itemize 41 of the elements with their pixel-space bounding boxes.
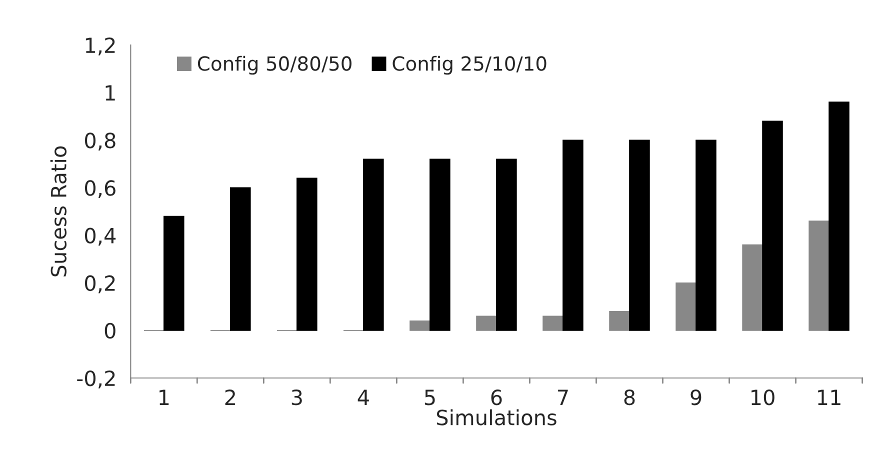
bar <box>629 140 650 331</box>
x-tick-label: 9 <box>690 389 702 406</box>
legend-label: Config 25/10/10 <box>392 56 546 75</box>
bar <box>296 178 318 331</box>
y-tick-label: 0,8 <box>85 132 116 150</box>
x-tick-label: 7 <box>558 390 568 405</box>
x-tick-label: 8 <box>624 389 635 406</box>
y-tick-label: 1,2 <box>86 37 115 56</box>
bar <box>410 320 430 331</box>
x-axis-title: Simulations <box>436 409 556 426</box>
bar <box>163 216 184 331</box>
bar <box>542 316 564 331</box>
bar <box>742 244 763 331</box>
y-tick-label: -0,2 <box>77 370 115 388</box>
x-tick-label: 11 <box>818 390 840 405</box>
x-tick-label: 3 <box>292 389 302 406</box>
y-tick-label: 1 <box>106 85 115 100</box>
x-tick-label: 10 <box>752 389 774 406</box>
bar <box>562 140 584 331</box>
bar <box>430 158 450 331</box>
y-tick-label: 0,4 <box>85 228 116 246</box>
x-tick-label: 6 <box>491 389 502 406</box>
bar <box>676 282 696 331</box>
bar <box>828 102 850 331</box>
bar <box>762 120 783 331</box>
x-tick-label: 4 <box>358 390 369 405</box>
bar <box>609 310 630 331</box>
x-tick-label: 5 <box>424 390 435 406</box>
bar <box>808 220 830 331</box>
bar <box>496 158 517 331</box>
y-tick-label: 0,6 <box>85 180 116 198</box>
bar <box>230 187 251 331</box>
bar <box>363 158 384 331</box>
bar <box>696 140 716 331</box>
x-tick-label: 2 <box>225 389 235 405</box>
y-tick-label: 0 <box>104 322 116 339</box>
legend-label: Config 50/80/50 <box>198 56 352 75</box>
x-tick-label: 1 <box>160 390 169 405</box>
bar <box>476 316 497 331</box>
y-tick-label: 0,2 <box>85 275 115 294</box>
y-axis-title: Sucess Ratio <box>50 146 67 276</box>
